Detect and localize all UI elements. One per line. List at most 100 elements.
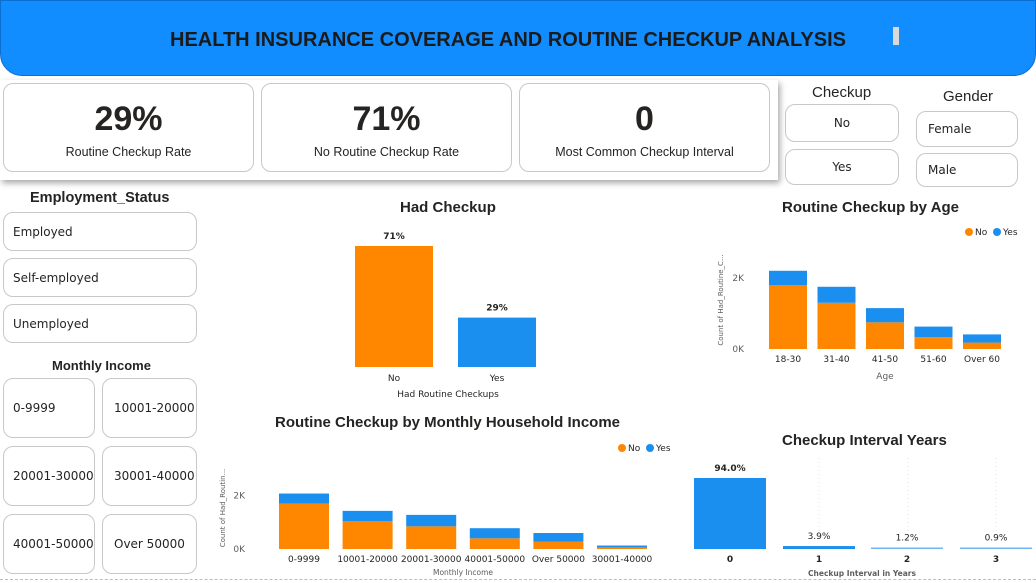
bar xyxy=(871,547,943,549)
legend-label-no: No xyxy=(975,228,988,238)
x-tick-label: 51-60 xyxy=(920,355,946,365)
option-label: Unemployed xyxy=(13,316,89,331)
kpi-card-common-interval: 0 Most Common Checkup Interval xyxy=(519,83,770,172)
header-banner xyxy=(0,0,1036,76)
chart-title-checkup-interval: Checkup Interval Years xyxy=(782,432,947,449)
stacked-bar-segment xyxy=(406,526,457,549)
income-slicer-title: Monthly Income xyxy=(52,358,151,373)
data-label: 3.9% xyxy=(808,532,831,542)
income-option-0-9999[interactable]: 0-9999 xyxy=(3,378,95,438)
stacked-bar-segment xyxy=(769,270,807,285)
gender-option-female[interactable]: Female xyxy=(916,111,1018,147)
stacked-bar-segment xyxy=(597,547,647,549)
stacked-bar-segment xyxy=(469,528,520,539)
bar xyxy=(458,317,536,367)
stacked-bar-segment xyxy=(817,302,856,349)
x-tick-label: 41-50 xyxy=(872,355,898,365)
kpi-value: 29% xyxy=(94,100,163,138)
legend-label-yes: Yes xyxy=(655,444,671,454)
option-label: Male xyxy=(928,163,957,177)
header-marker xyxy=(893,27,899,45)
y-axis-title: Count of Had_Routin... xyxy=(219,469,227,548)
x-tick-label: Over 60 xyxy=(964,355,1000,365)
checkup-option-yes[interactable]: Yes xyxy=(785,149,899,185)
option-label: Employed xyxy=(13,224,73,239)
page-title: HEALTH INSURANCE COVERAGE AND ROUTINE CH… xyxy=(170,29,846,51)
employment-slicer-title: Employment_Status xyxy=(30,190,170,206)
bar xyxy=(355,246,433,367)
chart-title-checkup-by-age: Routine Checkup by Age xyxy=(782,199,959,216)
stacked-bar-segment xyxy=(866,322,904,349)
stacked-bar-segment xyxy=(597,545,647,548)
x-tick-label: Yes xyxy=(489,374,505,384)
stacked-bar-segment xyxy=(279,493,329,504)
y-tick-label: 0K xyxy=(732,345,745,355)
data-label: 29% xyxy=(486,304,508,314)
bar xyxy=(694,478,766,549)
stacked-bar-segment xyxy=(817,286,856,303)
stacked-bar-segment xyxy=(469,538,520,549)
data-label: 0.9% xyxy=(985,534,1008,544)
stacked-bar-segment xyxy=(533,541,584,549)
stacked-bar-segment xyxy=(769,285,807,349)
option-label: 40001-50000 xyxy=(13,537,94,551)
chart-title-checkup-by-income: Routine Checkup by Monthly Household Inc… xyxy=(275,414,621,431)
y-tick-label: 2K xyxy=(732,274,745,284)
stacked-bar-segment xyxy=(914,326,953,338)
option-label: Yes xyxy=(832,160,852,174)
x-axis-title: Checkup Interval in Years xyxy=(808,569,916,578)
option-label: Over 50000 xyxy=(114,537,185,551)
x-tick-label: 20001-30000 xyxy=(401,555,462,565)
stacked-bar-segment xyxy=(342,521,393,549)
employment-option-self-employed[interactable]: Self-employed xyxy=(3,258,197,297)
stacked-bar-segment xyxy=(866,308,904,323)
kpi-card-checkup-rate: 29% Routine Checkup Rate xyxy=(3,83,254,172)
stacked-bar-segment xyxy=(279,503,329,549)
income-option-10001-20000[interactable]: 10001-20000 xyxy=(102,378,197,438)
option-label: No xyxy=(833,116,851,130)
data-label: 71% xyxy=(383,232,405,242)
y-tick-label: 0K xyxy=(233,545,246,555)
gender-slicer-title: Gender xyxy=(943,88,994,105)
kpi-value: 71% xyxy=(352,100,421,138)
x-axis-title: Age xyxy=(876,372,894,382)
stacked-bar-segment xyxy=(406,514,457,527)
page-bottom-divider xyxy=(0,579,1036,580)
gender-option-male[interactable]: Male xyxy=(916,153,1018,187)
x-tick-label: 0 xyxy=(727,555,733,565)
employment-option-unemployed[interactable]: Unemployed xyxy=(3,304,197,343)
legend-marker-no xyxy=(618,444,626,452)
x-tick-label: Over 50000 xyxy=(532,555,585,565)
data-label: 94.0% xyxy=(714,464,745,474)
x-tick-label: 1 xyxy=(816,555,822,565)
x-tick-label: 30001-40000 xyxy=(592,555,653,565)
stacked-bar-segment xyxy=(342,510,393,521)
stacked-bar-segment xyxy=(533,533,584,542)
employment-option-employed[interactable]: Employed xyxy=(3,212,197,251)
option-label: Self-employed xyxy=(13,270,99,285)
legend-marker-yes xyxy=(993,228,1001,236)
option-label: 20001-30000 xyxy=(13,469,94,483)
bar xyxy=(960,547,1032,549)
x-axis-title: Monthly Income xyxy=(433,568,493,577)
kpi-card-no-checkup-rate: 71% No Routine Checkup Rate xyxy=(261,83,512,172)
income-option-over-50000[interactable]: Over 50000 xyxy=(102,514,197,574)
kpi-label: No Routine Checkup Rate xyxy=(313,145,460,159)
x-tick-label: 0-9999 xyxy=(288,555,320,565)
x-tick-label: No xyxy=(388,374,401,384)
legend-marker-no xyxy=(965,228,973,236)
data-label: 1.2% xyxy=(896,534,919,544)
x-tick-label: 10001-20000 xyxy=(337,555,398,565)
income-option-30001-40000[interactable]: 30001-40000 xyxy=(102,446,197,506)
income-option-40001-50000[interactable]: 40001-50000 xyxy=(3,514,95,574)
legend-label-yes: Yes xyxy=(1002,228,1018,238)
checkup-option-no[interactable]: No xyxy=(785,104,899,142)
chart-title-had-checkup: Had Checkup xyxy=(400,199,496,216)
legend-label-no: No xyxy=(628,444,641,454)
income-option-20001-30000[interactable]: 20001-30000 xyxy=(3,446,95,506)
x-tick-label: 3 xyxy=(993,555,999,565)
legend-marker-yes xyxy=(646,444,654,452)
option-label: Female xyxy=(928,122,972,136)
option-label: 30001-40000 xyxy=(114,469,195,483)
